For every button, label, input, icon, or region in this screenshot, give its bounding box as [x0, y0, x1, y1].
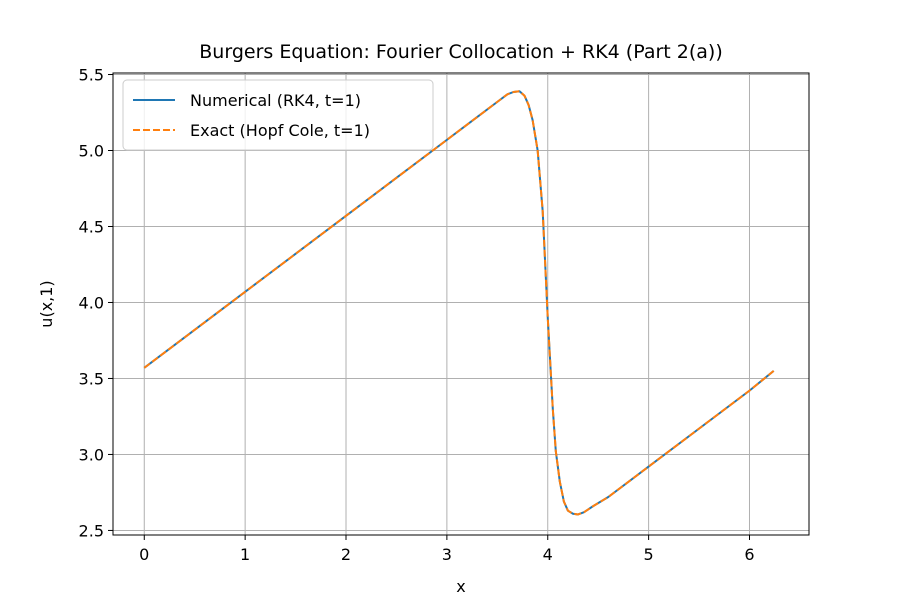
x-tick-label: 5: [644, 545, 654, 564]
chart-title: Burgers Equation: Fourier Collocation + …: [199, 41, 722, 63]
plot-frame: [112, 72, 810, 536]
x-tick-label: 0: [139, 545, 149, 564]
y-tick-label: 3.5: [79, 369, 104, 388]
legend: Numerical (RK4, t=1) Exact (Hopf Cole, t…: [122, 79, 434, 151]
axis-ticks: 0 1 2 3 4 5 6 2.5 3.0 3.5 4.0 4.5 5.0 5.5: [79, 66, 755, 564]
y-tick-label: 5.5: [79, 66, 104, 85]
y-tick-label: 2.5: [79, 521, 104, 540]
y-tick-label: 3.0: [79, 445, 104, 464]
series-group: [143, 90, 775, 516]
legend-label-numerical: Numerical (RK4, t=1): [190, 91, 361, 110]
x-tick-label: 6: [744, 545, 754, 564]
y-tick-label: 4.0: [79, 293, 104, 312]
series-line-exact: [143, 90, 775, 516]
x-axis-title: x: [456, 577, 465, 596]
legend-box: [122, 79, 434, 151]
y-tick-label: 5.0: [79, 142, 104, 161]
legend-label-exact: Exact (Hopf Cole, t=1): [190, 121, 370, 140]
x-tick-label: 3: [442, 545, 452, 564]
x-tick-label: 4: [543, 545, 553, 564]
x-tick-label: 2: [341, 545, 351, 564]
x-tick-label: 1: [240, 545, 250, 564]
y-tick-label: 4.5: [79, 217, 104, 236]
y-axis-title: u(x,1): [37, 280, 56, 327]
